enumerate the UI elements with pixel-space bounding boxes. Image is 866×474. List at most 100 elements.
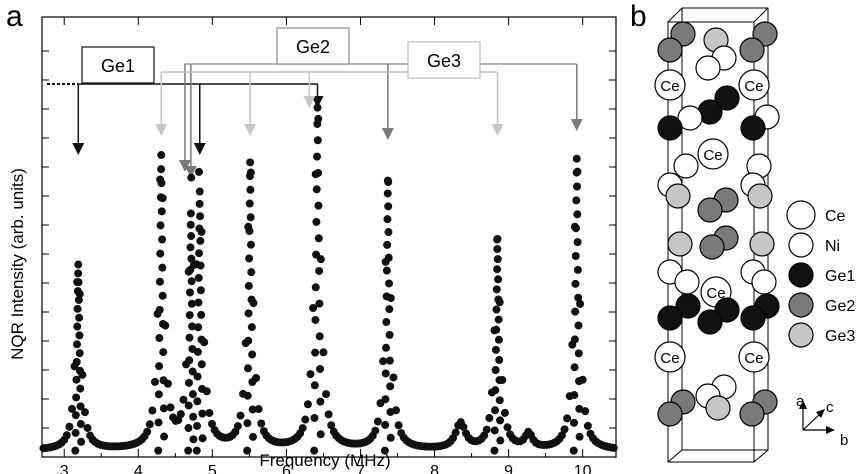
data-point [198,409,207,418]
data-point [312,217,321,226]
data-point [570,335,579,344]
data-point [494,335,503,344]
data-point [207,419,216,428]
data-point [315,332,324,341]
x-tick-label: 4 [134,463,143,474]
data-point [184,401,193,410]
data-point [193,421,202,430]
data-point [77,437,86,446]
x-tick-label: 9 [504,463,513,474]
data-point [569,446,578,455]
data-point [314,234,323,243]
data-point [575,404,584,413]
data-point [572,224,581,233]
data-point [491,386,500,395]
ni-atom [695,55,721,81]
data-point [154,390,163,399]
data-point [493,234,502,243]
data-point [186,265,195,274]
data-point [156,221,165,230]
legend-swatch-ce [786,200,816,230]
data-point [495,355,504,364]
plot-area [41,16,617,458]
unit-cell-edge [667,449,683,463]
data-point [71,428,80,437]
x-tick-label: 3 [60,463,69,474]
data-point [185,288,194,297]
data-point [72,375,81,384]
data-point [248,350,257,359]
data-point [379,357,388,366]
data-point [314,201,323,210]
data-point [184,378,193,387]
data-point [157,165,166,174]
ce-atom-label: Ce [744,78,763,95]
ce-atom [654,341,686,373]
data-point [195,187,204,196]
data-point [196,236,205,245]
x-tick-label: 10 [574,463,592,474]
data-point [195,224,204,233]
data-point [451,428,460,437]
data-point [316,430,325,439]
data-point [316,364,325,373]
data-point [248,405,257,414]
data-point [186,220,195,229]
data-point [195,249,204,258]
data-point [575,432,584,441]
data-point [312,185,321,194]
data-point [245,199,254,208]
data-point [243,446,252,455]
data-point [384,253,393,262]
ce-atom-label: Ce [703,147,722,164]
data-point [459,422,468,431]
data-point [313,119,322,128]
data-point [186,243,195,252]
ge2-label-box: Ge2 [276,27,350,65]
data-point [313,136,322,145]
data-point [572,196,581,205]
ge1-label: Ge1 [101,56,135,76]
panel-b-label: b [630,0,647,33]
ge1-atom [740,305,766,331]
ge3-arrow-head [303,96,316,108]
data-point [196,261,205,270]
data-point [313,152,322,161]
data-point [74,278,83,287]
data-point [371,426,380,435]
data-point [75,331,84,340]
data-point [384,228,393,237]
data-point [198,434,207,443]
ge3-arrow-head [491,124,504,136]
data-point [83,423,92,432]
data-point [187,232,196,241]
data-point [243,391,252,400]
data-point [186,209,195,218]
data-point [383,240,392,249]
ge1-arrow-head [193,143,206,155]
data-point [245,172,254,181]
ge3-arrow-head [155,124,168,136]
data-point [188,367,197,376]
data-point [572,168,581,177]
ge3-atom [667,231,693,257]
unit-cell-edge [753,449,769,463]
data-point [310,381,319,390]
data-point [155,362,164,371]
data-point [573,210,582,219]
data-point [319,348,328,357]
data-point [386,408,395,417]
data-point [197,360,206,369]
data-point [187,299,196,308]
data-point [143,427,152,436]
x-tick-label: 6 [282,463,291,474]
data-point [198,384,207,393]
data-point [316,397,325,406]
data-point [310,413,319,422]
ge1-atom [657,305,683,331]
data-point [157,151,166,160]
legend-swatch-ni [788,232,814,258]
ce-atom [738,341,770,373]
data-point [382,292,391,301]
